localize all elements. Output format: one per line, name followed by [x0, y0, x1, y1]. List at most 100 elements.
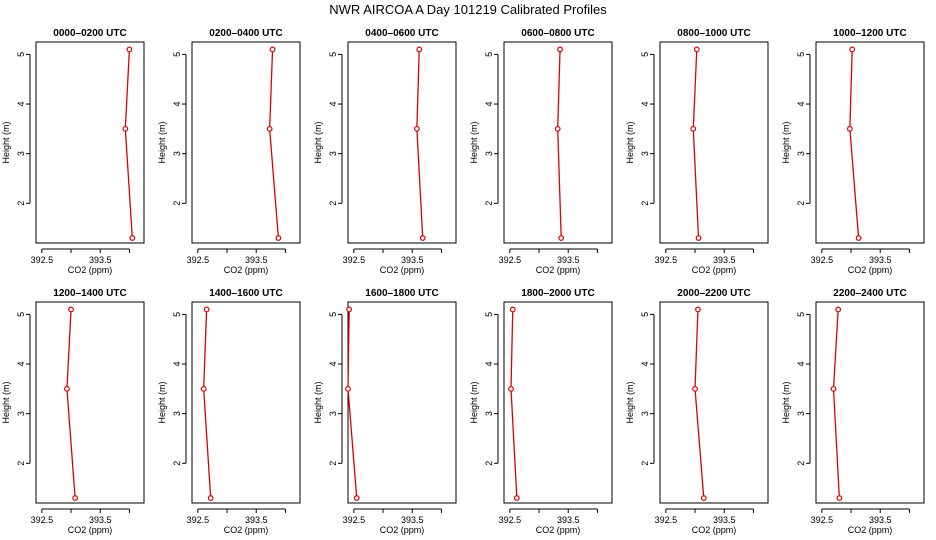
y-tick-label: 3 [328, 411, 338, 416]
y-tick-label: 2 [16, 201, 26, 206]
profile-line [66, 309, 76, 499]
y-tick-label: 4 [796, 102, 806, 107]
profile-line [692, 49, 700, 239]
x-axis-label: CO2 (ppm) [68, 265, 113, 275]
panel-title: 2000–2200 UTC [677, 288, 750, 299]
y-tick-label: 5 [484, 312, 494, 317]
data-point [554, 125, 561, 132]
y-axis-label: Height (m) [157, 121, 167, 163]
data-point [695, 306, 701, 313]
x-tick-label: 393.5 [89, 255, 112, 265]
y-tick-label: 5 [796, 312, 806, 317]
y-tick-label: 3 [172, 411, 182, 416]
data-point [353, 495, 360, 501]
x-tick-label: 393.5 [401, 515, 424, 525]
data-point [513, 495, 520, 501]
data-point [692, 385, 698, 392]
data-point [122, 125, 129, 132]
y-tick-label: 4 [16, 102, 26, 107]
x-tick-label: 393.5 [245, 515, 268, 525]
y-tick-label: 4 [640, 102, 650, 107]
data-point [558, 235, 565, 241]
panel-title: 1800–2000 UTC [521, 288, 594, 299]
panel-title: 0800–1000 UTC [677, 28, 750, 39]
x-tick-label: 392.5 [811, 255, 834, 265]
y-tick-label: 3 [16, 411, 26, 416]
y-axis-label: Height (m) [1, 381, 11, 423]
y-tick-label: 4 [16, 362, 26, 367]
data-point [509, 306, 516, 313]
y-tick-label: 5 [16, 52, 26, 57]
profile-line [832, 309, 841, 499]
plot-frame [815, 41, 925, 244]
panel-title: 1200–1400 UTC [53, 288, 126, 299]
plot-frame [35, 41, 145, 244]
y-tick-label: 3 [484, 411, 494, 416]
x-tick-label: 392.5 [343, 255, 366, 265]
y-axis-label: Height (m) [469, 121, 479, 163]
y-tick-label: 2 [640, 461, 650, 466]
x-tick-label: 393.5 [557, 255, 580, 265]
y-tick-label: 5 [328, 312, 338, 317]
data-point [345, 385, 351, 392]
plot-frame [191, 41, 301, 244]
y-axis-label: Height (m) [625, 381, 635, 423]
y-axis-label: Height (m) [313, 381, 323, 423]
x-axis-label: CO2 (ppm) [848, 265, 893, 275]
x-tick-label: 392.5 [499, 255, 522, 265]
data-point [200, 385, 207, 392]
panel-title: 1400–1600 UTC [209, 288, 282, 299]
plot-frame [503, 41, 613, 244]
data-point [700, 495, 707, 501]
y-tick-label: 5 [640, 312, 650, 317]
x-axis-label: CO2 (ppm) [224, 525, 269, 535]
y-axis-label: Height (m) [469, 381, 479, 423]
x-tick-label: 392.5 [187, 515, 210, 525]
panel-title: 0200–0400 UTC [209, 28, 282, 39]
y-tick-label: 2 [796, 461, 806, 466]
y-tick-label: 2 [328, 461, 338, 466]
y-tick-label: 4 [172, 102, 182, 107]
x-tick-label: 392.5 [655, 515, 678, 525]
panel-title: 0000–0200 UTC [53, 28, 126, 39]
data-point [275, 235, 282, 241]
panel-title: 0600–0800 UTC [521, 28, 594, 39]
x-tick-label: 393.5 [401, 255, 424, 265]
plot-frame [503, 301, 613, 504]
y-tick-label: 2 [796, 201, 806, 206]
data-point [129, 235, 136, 241]
x-tick-label: 392.5 [343, 515, 366, 525]
data-point [346, 306, 353, 313]
data-point [695, 235, 702, 241]
y-tick-label: 4 [328, 362, 338, 367]
data-point [508, 385, 514, 392]
data-point [835, 306, 842, 313]
y-axis-label: Height (m) [313, 121, 323, 163]
x-tick-label: 392.5 [31, 255, 54, 265]
y-tick-label: 3 [796, 411, 806, 416]
data-point [693, 46, 700, 53]
y-tick-label: 4 [796, 362, 806, 367]
data-point [690, 125, 697, 132]
data-point [855, 235, 862, 241]
data-point [68, 306, 74, 313]
plot-frame [191, 301, 301, 504]
profile-line [416, 49, 424, 239]
y-axis-label: Height (m) [781, 381, 791, 423]
plot-frame [659, 41, 769, 244]
y-tick-label: 3 [640, 151, 650, 156]
data-point [64, 385, 70, 392]
y-tick-label: 2 [640, 201, 650, 206]
y-tick-label: 5 [172, 52, 182, 57]
x-axis-label: CO2 (ppm) [692, 265, 737, 275]
y-tick-label: 3 [640, 411, 650, 416]
y-tick-label: 2 [484, 201, 494, 206]
